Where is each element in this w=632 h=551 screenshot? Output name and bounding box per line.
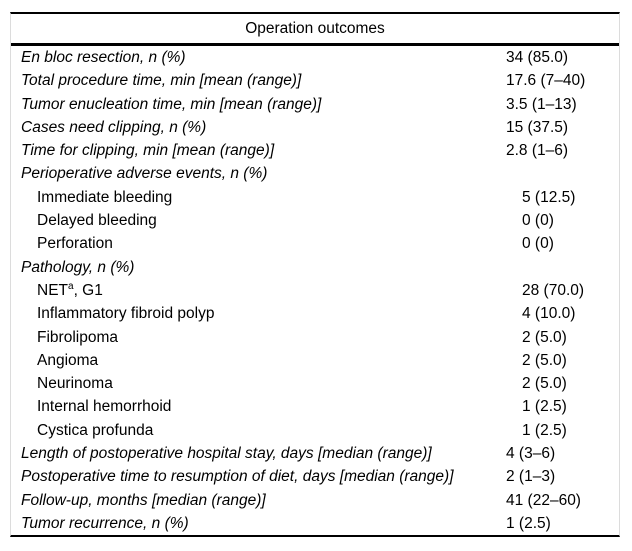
row-label: NETa, G1 xyxy=(37,280,103,299)
row-label: Fibrolipoma xyxy=(37,328,118,346)
row-label: Inflammatory fibroid polyp xyxy=(37,305,215,323)
row-value: 2 (1–3) xyxy=(506,468,556,486)
table-row: Internal hemorrhoid 1 (2.5) xyxy=(11,395,619,418)
row-value: 41 (22–60) xyxy=(506,491,581,509)
row-value: 2 (5.0) xyxy=(522,328,567,346)
table-row: Cystica profunda 1 (2.5) xyxy=(11,419,619,442)
table-row: Neurinoma 2 (5.0) xyxy=(11,372,619,395)
row-value: 2 (5.0) xyxy=(522,351,567,369)
row-label: Total procedure time, min [mean (range)] xyxy=(21,72,302,90)
row-value: 4 (3–6) xyxy=(506,445,556,463)
row-value xyxy=(506,256,619,279)
row-label: Postoperative time to resumption of diet… xyxy=(21,468,454,486)
table-row: Perforation 0 (0) xyxy=(11,232,619,255)
table-row: Perioperative adverse events, n (%) xyxy=(11,162,619,185)
table-row: NETa, G1 28 (70.0) xyxy=(11,279,619,302)
row-value: 15 (37.5) xyxy=(506,118,569,136)
row-label: Cystica profunda xyxy=(37,421,154,439)
table-row: Time for clipping, min [mean (range)] 2.… xyxy=(11,139,619,162)
row-label: Time for clipping, min [mean (range)] xyxy=(21,142,275,160)
table-row: En bloc resection, n (%) 34 (85.0) xyxy=(11,46,619,69)
row-label: Immediate bleeding xyxy=(37,188,173,206)
row-value: 0 (0) xyxy=(522,212,554,230)
table-row: Pathology, n (%) xyxy=(11,256,619,279)
row-label: Length of postoperative hospital stay, d… xyxy=(21,445,432,463)
row-value: 17.6 (7–40) xyxy=(506,72,586,90)
row-value: 3.5 (1–13) xyxy=(506,95,577,113)
row-label: Tumor recurrence, n (%) xyxy=(21,514,189,532)
row-value xyxy=(506,162,619,185)
row-value: 28 (70.0) xyxy=(522,281,585,299)
row-label: Follow-up, months [median (range)] xyxy=(21,491,266,509)
row-value: 2.8 (1–6) xyxy=(506,142,569,160)
table-row: Immediate bleeding 5 (12.5) xyxy=(11,186,619,209)
row-value: 34 (85.0) xyxy=(506,49,569,66)
table-row: Postoperative time to resumption of diet… xyxy=(11,465,619,488)
row-label: Angioma xyxy=(37,351,99,369)
row-label: Cases need clipping, n (%) xyxy=(21,118,207,136)
row-value: 2 (5.0) xyxy=(522,375,567,393)
table-row: Angioma 2 (5.0) xyxy=(11,349,619,372)
row-label: Tumor enucleation time, min [mean (range… xyxy=(21,95,322,113)
table-row: Tumor recurrence, n (%) 1 (2.5) xyxy=(11,512,619,535)
row-label: Neurinoma xyxy=(37,375,113,393)
row-value: 1 (2.5) xyxy=(522,421,567,439)
table-row: Inflammatory fibroid polyp 4 (10.0) xyxy=(11,302,619,325)
row-label: Perioperative adverse events, n (%) xyxy=(21,165,268,183)
row-label: En bloc resection, n (%) xyxy=(21,49,186,66)
row-value: 4 (10.0) xyxy=(522,305,576,323)
table-title: Operation outcomes xyxy=(11,14,619,46)
table-row: Cases need clipping, n (%) 15 (37.5) xyxy=(11,116,619,139)
table-row: Follow-up, months [median (range)] 41 (2… xyxy=(11,489,619,512)
table-row: Total procedure time, min [mean (range)]… xyxy=(11,69,619,92)
table-row: Length of postoperative hospital stay, d… xyxy=(11,442,619,465)
table-row: Fibrolipoma 2 (5.0) xyxy=(11,326,619,349)
table-body: En bloc resection, n (%) 34 (85.0) Total… xyxy=(11,46,619,535)
row-value: 1 (2.5) xyxy=(522,398,567,416)
table-row: Tumor enucleation time, min [mean (range… xyxy=(11,93,619,116)
row-value: 5 (12.5) xyxy=(522,188,576,206)
row-value: 0 (0) xyxy=(522,235,554,253)
row-label: Internal hemorrhoid xyxy=(37,398,172,416)
row-label: Delayed bleeding xyxy=(37,212,157,230)
table-row: Delayed bleeding 0 (0) xyxy=(11,209,619,232)
superscript-marker: a xyxy=(68,280,74,292)
row-value: 1 (2.5) xyxy=(506,514,551,532)
outcomes-table: Operation outcomes En bloc resection, n … xyxy=(10,12,620,538)
row-label: Pathology, n (%) xyxy=(21,258,135,276)
row-label: Perforation xyxy=(37,235,113,253)
